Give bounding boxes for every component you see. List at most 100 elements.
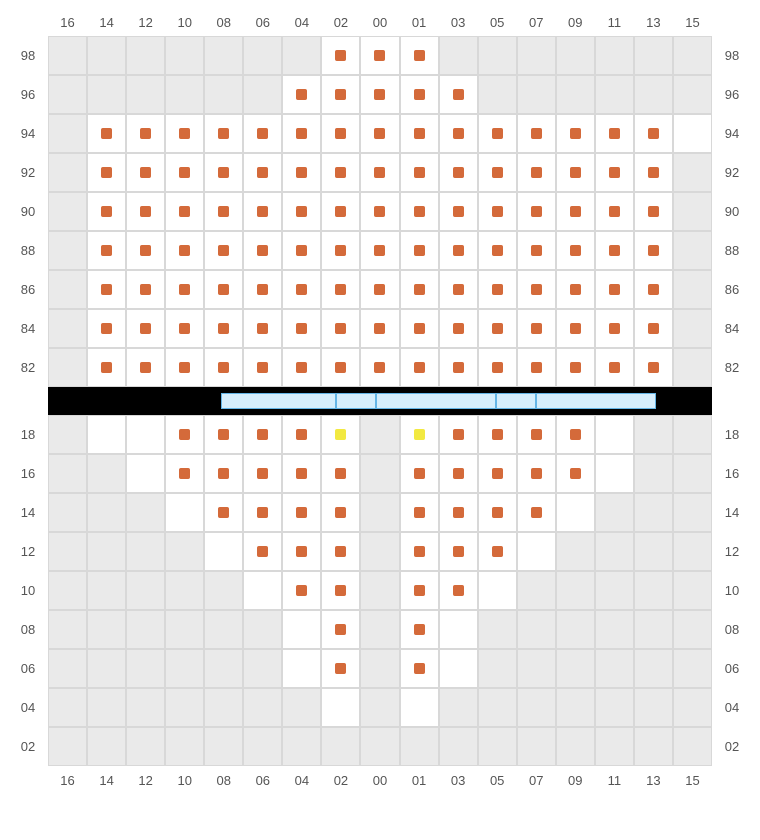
seat-cell[interactable]	[556, 309, 595, 348]
seat-cell[interactable]	[595, 348, 634, 387]
seat-cell[interactable]	[360, 348, 399, 387]
seat-cell[interactable]	[321, 36, 360, 75]
seat-cell[interactable]	[321, 114, 360, 153]
seat-cell[interactable]	[439, 153, 478, 192]
seat-cell[interactable]	[204, 231, 243, 270]
seat-cell[interactable]	[595, 114, 634, 153]
seat-cell[interactable]	[321, 610, 360, 649]
seat-cell[interactable]	[87, 415, 126, 454]
seat-cell[interactable]	[165, 348, 204, 387]
seat-cell[interactable]	[556, 192, 595, 231]
seat-cell[interactable]	[400, 75, 439, 114]
seat-cell[interactable]	[243, 192, 282, 231]
seat-cell[interactable]	[243, 415, 282, 454]
seat-cell[interactable]	[478, 571, 517, 610]
seat-cell[interactable]	[439, 270, 478, 309]
seat-cell[interactable]	[439, 348, 478, 387]
seat-cell[interactable]	[400, 415, 439, 454]
seat-cell[interactable]	[478, 348, 517, 387]
seat-cell[interactable]	[556, 454, 595, 493]
seat-cell[interactable]	[400, 571, 439, 610]
seat-cell[interactable]	[165, 114, 204, 153]
seat-cell[interactable]	[478, 493, 517, 532]
seat-cell[interactable]	[517, 309, 556, 348]
seat-cell[interactable]	[439, 309, 478, 348]
seat-cell[interactable]	[321, 75, 360, 114]
seat-cell[interactable]	[126, 415, 165, 454]
seat-cell[interactable]	[243, 231, 282, 270]
seat-cell[interactable]	[321, 649, 360, 688]
seat-cell[interactable]	[517, 415, 556, 454]
seat-cell[interactable]	[400, 454, 439, 493]
seat-cell[interactable]	[243, 348, 282, 387]
seat-cell[interactable]	[165, 153, 204, 192]
seat-cell[interactable]	[243, 270, 282, 309]
seat-cell[interactable]	[439, 231, 478, 270]
seat-cell[interactable]	[282, 571, 321, 610]
seat-cell[interactable]	[165, 493, 204, 532]
seat-cell[interactable]	[634, 270, 673, 309]
seat-cell[interactable]	[204, 532, 243, 571]
seat-cell[interactable]	[360, 36, 399, 75]
seat-cell[interactable]	[517, 532, 556, 571]
seat-cell[interactable]	[87, 270, 126, 309]
seat-cell[interactable]	[126, 270, 165, 309]
seat-cell[interactable]	[165, 231, 204, 270]
seat-cell[interactable]	[243, 532, 282, 571]
seat-cell[interactable]	[360, 153, 399, 192]
seat-cell[interactable]	[282, 309, 321, 348]
seat-cell[interactable]	[400, 348, 439, 387]
seat-cell[interactable]	[517, 153, 556, 192]
seat-cell[interactable]	[204, 270, 243, 309]
seat-cell[interactable]	[517, 231, 556, 270]
seat-cell[interactable]	[517, 493, 556, 532]
seat-cell[interactable]	[165, 270, 204, 309]
seat-cell[interactable]	[204, 493, 243, 532]
seat-cell[interactable]	[126, 454, 165, 493]
seat-cell[interactable]	[517, 270, 556, 309]
seat-cell[interactable]	[556, 231, 595, 270]
seat-cell[interactable]	[400, 309, 439, 348]
seat-cell[interactable]	[634, 309, 673, 348]
seat-cell[interactable]	[478, 454, 517, 493]
seat-cell[interactable]	[478, 532, 517, 571]
seat-cell[interactable]	[321, 688, 360, 727]
seat-cell[interactable]	[165, 454, 204, 493]
seat-cell[interactable]	[400, 493, 439, 532]
seat-cell[interactable]	[87, 114, 126, 153]
seat-cell[interactable]	[243, 493, 282, 532]
seat-cell[interactable]	[165, 309, 204, 348]
seat-cell[interactable]	[321, 231, 360, 270]
seat-cell[interactable]	[282, 493, 321, 532]
seat-cell[interactable]	[595, 415, 634, 454]
seat-cell[interactable]	[595, 192, 634, 231]
seat-cell[interactable]	[360, 231, 399, 270]
seat-cell[interactable]	[204, 348, 243, 387]
seat-cell[interactable]	[282, 75, 321, 114]
seat-cell[interactable]	[478, 153, 517, 192]
seat-cell[interactable]	[126, 309, 165, 348]
seat-cell[interactable]	[126, 348, 165, 387]
seat-cell[interactable]	[556, 114, 595, 153]
seat-cell[interactable]	[439, 610, 478, 649]
seat-cell[interactable]	[595, 309, 634, 348]
seat-cell[interactable]	[517, 348, 556, 387]
seat-cell[interactable]	[204, 114, 243, 153]
seat-cell[interactable]	[321, 192, 360, 231]
seat-cell[interactable]	[87, 153, 126, 192]
seat-cell[interactable]	[87, 348, 126, 387]
seat-cell[interactable]	[478, 114, 517, 153]
seat-cell[interactable]	[126, 231, 165, 270]
seat-cell[interactable]	[439, 454, 478, 493]
seat-cell[interactable]	[517, 454, 556, 493]
seat-cell[interactable]	[243, 454, 282, 493]
seat-cell[interactable]	[321, 270, 360, 309]
seat-cell[interactable]	[282, 532, 321, 571]
seat-cell[interactable]	[282, 231, 321, 270]
seat-cell[interactable]	[360, 192, 399, 231]
seat-cell[interactable]	[556, 348, 595, 387]
seat-cell[interactable]	[321, 309, 360, 348]
seat-cell[interactable]	[126, 114, 165, 153]
seat-cell[interactable]	[282, 153, 321, 192]
seat-cell[interactable]	[400, 532, 439, 571]
